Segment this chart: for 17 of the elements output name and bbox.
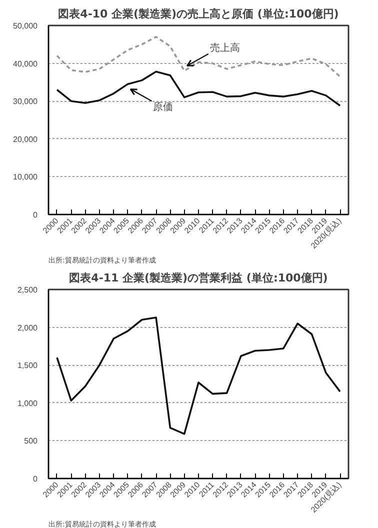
y-tick-label: 50,000 bbox=[13, 22, 38, 30]
y-tick-label: 0 bbox=[33, 474, 38, 484]
series-label: 原価 bbox=[153, 102, 174, 114]
y-tick-label: 2,000 bbox=[17, 323, 38, 332]
y-tick-label: 1,000 bbox=[17, 398, 38, 408]
y-tick-label: 500 bbox=[24, 436, 38, 446]
y-tick-label: 1,500 bbox=[17, 361, 38, 370]
chart-title: 図表4-10 企業(製造業)の売上高と原価 (単位:100億円) bbox=[58, 8, 339, 20]
y-tick-label: 0 bbox=[33, 210, 38, 220]
y-tick-label: 30,000 bbox=[13, 97, 38, 106]
chart-title: 図表4-11 企業(製造業)の営業利益 (単位:100億円) bbox=[69, 272, 328, 284]
y-tick-label: 10,000 bbox=[13, 172, 38, 182]
series-label: 売上高 bbox=[210, 42, 240, 54]
y-tick-label: 2,500 bbox=[17, 286, 38, 294]
line-series bbox=[56, 316, 341, 435]
y-tick-label: 40,000 bbox=[13, 59, 38, 68]
y-tick-label: 20,000 bbox=[13, 134, 38, 144]
